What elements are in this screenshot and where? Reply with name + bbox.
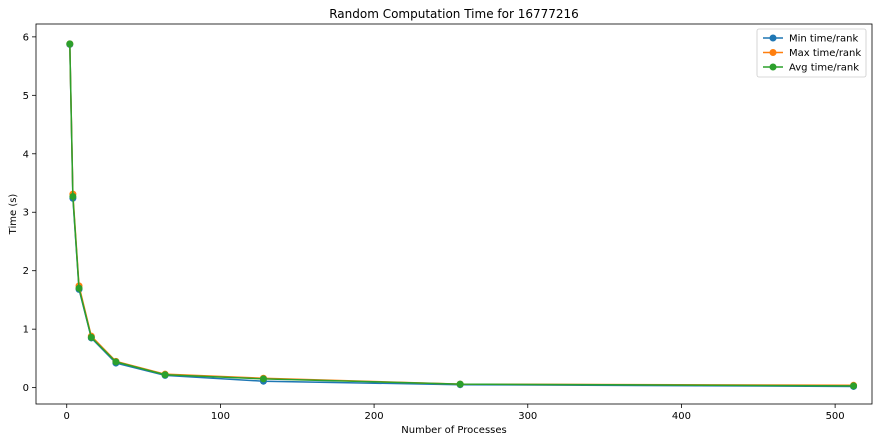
legend-item: Avg time/rank xyxy=(763,63,859,74)
series-2 xyxy=(66,40,858,389)
x-tick-label: 100 xyxy=(211,411,230,422)
legend-item: Max time/rank xyxy=(763,48,861,59)
plot-area xyxy=(35,23,873,405)
series-3 xyxy=(66,40,858,390)
x-axis-label: Number of Processes xyxy=(401,425,506,436)
data-point xyxy=(112,358,120,366)
x-tick-label: 500 xyxy=(826,411,845,422)
x-tick-label: 300 xyxy=(518,411,537,422)
legend-item: Min time/rank xyxy=(763,34,858,45)
data-point xyxy=(850,382,858,390)
series-line xyxy=(69,43,854,387)
data-point xyxy=(259,375,267,383)
y-tick-label: 1 xyxy=(23,325,29,336)
legend-frame xyxy=(756,28,867,78)
data-point xyxy=(161,371,169,379)
data-point xyxy=(87,333,95,341)
legend-marker xyxy=(769,34,777,42)
x-tick-label: 0 xyxy=(64,411,70,422)
y-axis-label: Time (s) xyxy=(8,194,19,236)
data-point xyxy=(66,40,74,48)
series-layer xyxy=(66,40,858,390)
series-1 xyxy=(66,40,858,390)
y-tick-label: 2 xyxy=(23,266,29,277)
x-tick-label: 200 xyxy=(365,411,384,422)
x-tick-label: 400 xyxy=(672,411,691,422)
chart-title: Random Computation Time for 16777216 xyxy=(329,7,579,21)
series-line xyxy=(69,43,854,387)
y-tick-label: 0 xyxy=(23,383,29,394)
x-axis: 0 100 200 300 400 500 xyxy=(64,404,845,422)
legend-marker xyxy=(769,63,777,71)
y-axis: 0 1 2 3 4 5 6 xyxy=(23,32,36,394)
y-tick-label: 3 xyxy=(23,208,29,219)
data-point xyxy=(456,380,464,388)
y-tick-label: 6 xyxy=(23,32,29,43)
series-line xyxy=(69,44,854,388)
legend-label: Avg time/rank xyxy=(789,63,859,74)
data-point xyxy=(75,284,83,292)
y-tick-label: 4 xyxy=(23,149,29,160)
legend-marker xyxy=(769,49,777,56)
legend-label: Min time/rank xyxy=(789,34,858,45)
legend-label: Max time/rank xyxy=(789,48,861,59)
data-point xyxy=(69,192,77,200)
y-tick-label: 5 xyxy=(23,91,29,102)
legend: Min time/rank Max time/rank Avg time/rank xyxy=(756,28,867,78)
